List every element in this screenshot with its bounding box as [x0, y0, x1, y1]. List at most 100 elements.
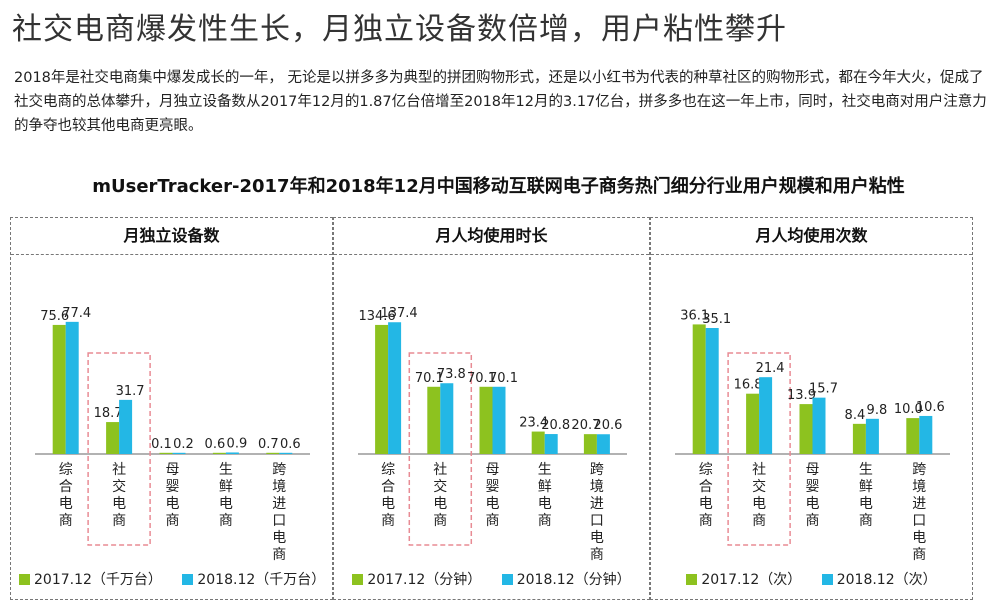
bar-2018	[65, 321, 79, 454]
category-label: 商	[912, 547, 926, 563]
category-label: 综	[381, 462, 395, 478]
category-label: 商	[433, 513, 447, 529]
legend-item-2018: 2018.12（次）	[821, 569, 937, 589]
category-label: 综	[699, 462, 713, 478]
data-label: 8.4	[845, 408, 866, 423]
category-label: 商	[806, 513, 820, 529]
category-label: 综	[59, 462, 73, 478]
panel-title: 月人均使用时长	[334, 218, 649, 255]
legend: 2017.12（分钟） 2018.12（分钟）	[334, 569, 649, 589]
bar-2018	[919, 415, 933, 454]
bar-2017	[266, 452, 280, 454]
panel-duration: 月人均使用时长 134.6 137.4 综合电商 70.1 73.8 社交电商 70.1 70…	[333, 217, 650, 600]
category-label: 合	[59, 479, 73, 495]
bar-2018	[812, 397, 826, 454]
data-label: 31.7	[116, 384, 145, 399]
category-label: 合	[381, 479, 395, 495]
legend-label-2018: 2018.12（次）	[836, 572, 937, 588]
legend-label-2018: 2018.12（千万台）	[197, 572, 326, 588]
category-label: 商	[381, 513, 395, 529]
category-label: 母	[166, 462, 180, 478]
legend-label-2017: 2017.12（千万台）	[34, 572, 162, 588]
category-label: 进	[912, 496, 926, 512]
legend-label-2018: 2018.12（分钟）	[516, 572, 631, 588]
category-label: 电	[112, 496, 126, 512]
highlight-box	[87, 352, 151, 546]
data-label: 10.6	[916, 400, 945, 415]
legend: 2017.12（千万台） 2018.12（千万台）	[11, 569, 332, 589]
legend-swatch-2018	[501, 574, 513, 585]
category-label: 电	[272, 530, 286, 546]
data-label: 0.2	[173, 437, 194, 452]
panel-title: 月人均使用次数	[651, 218, 972, 255]
legend-swatch-2017	[352, 574, 364, 585]
data-label: 75.6	[40, 309, 69, 324]
panel-title: 月独立设备数	[11, 218, 332, 255]
data-label: 18.7	[94, 406, 123, 421]
bar-2017	[106, 422, 120, 454]
data-label: 137.4	[380, 306, 417, 321]
category-label: 商	[752, 513, 766, 529]
data-label: 70.1	[467, 371, 496, 386]
bar-2018	[759, 377, 773, 454]
category-label: 电	[486, 496, 500, 512]
data-label: 70.1	[415, 371, 444, 386]
legend-item-2018: 2018.12（千万台）	[182, 569, 325, 589]
category-label: 婴	[166, 479, 180, 495]
bar-2017	[799, 404, 813, 454]
data-label: 16.8	[734, 378, 763, 393]
bar-2017	[583, 434, 597, 454]
legend-label-2017: 2017.12（分钟）	[367, 572, 482, 588]
bar-2018	[119, 399, 133, 454]
data-label: 0.1	[151, 437, 172, 452]
category-label: 跨	[272, 462, 286, 478]
data-label: 0.7	[258, 437, 279, 452]
category-label: 合	[699, 479, 713, 495]
category-label: 商	[272, 547, 286, 563]
data-label: 70.1	[489, 371, 518, 386]
data-label: 20.6	[593, 418, 622, 433]
intro-paragraph: 2018年是社交电商集中爆发成长的一年， 无论是以拼多多为典型的拼团购物形式，还…	[14, 70, 987, 134]
data-label: 0.6	[280, 437, 301, 452]
category-label: 电	[859, 496, 873, 512]
category-label: 电	[699, 496, 713, 512]
data-label: 0.9	[227, 436, 248, 451]
category-label: 生	[538, 462, 552, 478]
bar-2017	[906, 418, 920, 454]
category-label: 交	[433, 478, 447, 495]
category-label: 商	[590, 547, 604, 563]
data-label: 0.6	[205, 437, 226, 452]
legend-swatch-2017	[686, 574, 698, 585]
data-label: 20.8	[541, 418, 570, 433]
data-label: 10.0	[894, 402, 923, 417]
category-label: 电	[752, 496, 766, 512]
category-label: 商	[166, 513, 180, 529]
data-label: 21.4	[756, 361, 785, 376]
category-label: 电	[538, 496, 552, 512]
category-label: 口	[272, 513, 286, 529]
category-label: 社	[112, 462, 126, 478]
category-label: 进	[590, 496, 604, 512]
category-label: 电	[806, 496, 820, 512]
bar-2017	[479, 386, 493, 454]
category-label: 母	[486, 462, 500, 478]
data-label: 9.8	[867, 403, 888, 418]
category-label: 进	[272, 496, 286, 512]
category-label: 境	[272, 479, 286, 495]
category-label: 电	[166, 496, 180, 512]
bar-2017	[375, 324, 389, 454]
bar-2018	[440, 383, 454, 454]
highlight-box	[727, 352, 791, 546]
legend-item-2018: 2018.12（分钟）	[501, 569, 631, 589]
category-label: 境	[590, 479, 604, 495]
duration-bar-chart: 134.6137.4综合电商70.173.8社交电商70.170.1母婴电商23…	[358, 306, 627, 563]
category-label: 商	[219, 513, 233, 529]
category-label: 境	[912, 479, 926, 495]
bar-2017	[159, 452, 173, 454]
bar-2017	[52, 324, 66, 454]
data-label: 23.4	[519, 416, 548, 431]
category-label: 社	[433, 462, 447, 478]
data-label: 73.8	[437, 367, 466, 382]
bar-2017	[746, 393, 760, 454]
bar-2018	[279, 452, 293, 454]
